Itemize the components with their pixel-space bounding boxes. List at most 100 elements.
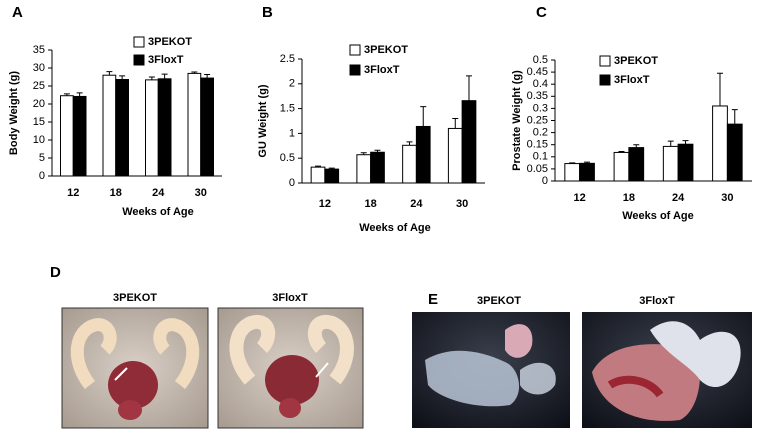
error-bar (406, 141, 413, 146)
bar (677, 143, 694, 182)
photo-title: 3PEKOT (113, 292, 157, 304)
error-bar (315, 165, 322, 168)
error-bar (148, 76, 155, 80)
photo (217, 307, 364, 429)
x-tick-label: 18 (110, 187, 122, 199)
x-axis-label: Weeks of Age (622, 210, 694, 222)
y-tick-label: 0.2 (533, 127, 548, 139)
bar (370, 151, 385, 184)
error-bar (716, 72, 723, 106)
error-bar (584, 161, 591, 164)
error-bar (452, 118, 459, 129)
error-bar (161, 73, 168, 79)
bar (712, 105, 728, 182)
error-bar (618, 150, 625, 153)
bar (726, 123, 743, 182)
error-bar (374, 149, 381, 153)
bar (102, 74, 117, 177)
bar (200, 77, 214, 177)
x-tick-label: 12 (319, 198, 331, 210)
bar (157, 78, 172, 177)
y-tick-label: 0 (542, 175, 548, 187)
legend-label: 3FloxT (364, 64, 400, 76)
y-axis-label: Prostate Weight (g) (511, 70, 523, 171)
y-tick-label: 1 (289, 127, 295, 139)
legend-swatch (349, 44, 361, 56)
panel-label: C (536, 4, 547, 21)
bar (461, 100, 477, 184)
y-tick-label: 25 (33, 80, 45, 92)
y-tick-label: 0.05 (527, 163, 548, 175)
bar (415, 125, 431, 184)
panel-label: B (262, 4, 273, 21)
error-bar (76, 92, 83, 97)
y-tick-label: 0.35 (527, 90, 548, 102)
y-tick-label: 15 (33, 116, 45, 128)
x-tick-label: 12 (67, 187, 79, 199)
y-tick-label: 2.5 (280, 53, 295, 65)
x-tick-label: 18 (623, 192, 635, 204)
photo-title: 3FloxT (639, 295, 675, 307)
y-tick-label: 2 (289, 78, 295, 90)
x-tick-label: 18 (365, 198, 377, 210)
bar (628, 147, 645, 182)
error-bar (465, 75, 472, 101)
error-bar (420, 106, 427, 127)
error-bar (119, 75, 126, 80)
photo-title: 3PEKOT (477, 295, 521, 307)
bar (310, 166, 326, 184)
error-bar (106, 71, 113, 76)
bar (72, 95, 87, 177)
y-tick-label: 0 (39, 170, 45, 182)
legend-label: 3PEKOT (148, 36, 192, 48)
bar (145, 79, 159, 177)
y-tick-label: 0.25 (527, 114, 548, 126)
y-tick-label: 10 (33, 134, 45, 146)
error-bar (633, 144, 640, 148)
error-bar (204, 73, 211, 79)
error-bar (63, 93, 70, 96)
panel-label: A (12, 4, 23, 21)
y-tick-label: 0.5 (280, 152, 295, 164)
y-tick-label: 0.3 (533, 102, 548, 114)
error-bar (667, 140, 674, 147)
y-axis-label: Body Weight (g) (8, 71, 20, 155)
legend-label: 3PEKOT (364, 44, 408, 56)
x-tick-label: 24 (672, 192, 685, 204)
y-tick-label: 0 (289, 177, 295, 189)
panel-label: D (50, 264, 61, 281)
legend-swatch (599, 55, 611, 67)
bar (356, 154, 372, 184)
bar (564, 163, 581, 182)
bar (402, 144, 417, 184)
photo (61, 307, 209, 429)
bar (579, 162, 595, 182)
legend-swatch (133, 36, 145, 48)
x-tick-label: 24 (152, 187, 165, 199)
y-tick-label: 35 (33, 44, 45, 56)
y-tick-label: 0.1 (533, 151, 548, 163)
y-tick-label: 0.4 (533, 78, 548, 90)
y-tick-label: 0.5 (533, 54, 548, 66)
legend-label: 3PEKOT (614, 55, 658, 67)
bar (187, 72, 202, 177)
error-bar (328, 167, 335, 170)
x-tick-label: 30 (456, 198, 468, 210)
bar (447, 127, 463, 184)
y-tick-label: 1.5 (280, 103, 295, 115)
legend-label: 3FloxT (614, 74, 650, 86)
error-bar (731, 109, 738, 125)
error-bar (191, 71, 198, 74)
x-axis-label: Weeks of Age (122, 206, 194, 218)
error-bar (569, 162, 576, 164)
legend-swatch (349, 64, 361, 76)
x-tick-label: 30 (721, 192, 733, 204)
legend-swatch (599, 74, 611, 86)
photo (412, 312, 570, 428)
panel-label: E (428, 291, 438, 308)
error-bar (682, 140, 689, 145)
bar (662, 145, 679, 182)
bar (324, 168, 340, 184)
x-tick-label: 12 (574, 192, 586, 204)
